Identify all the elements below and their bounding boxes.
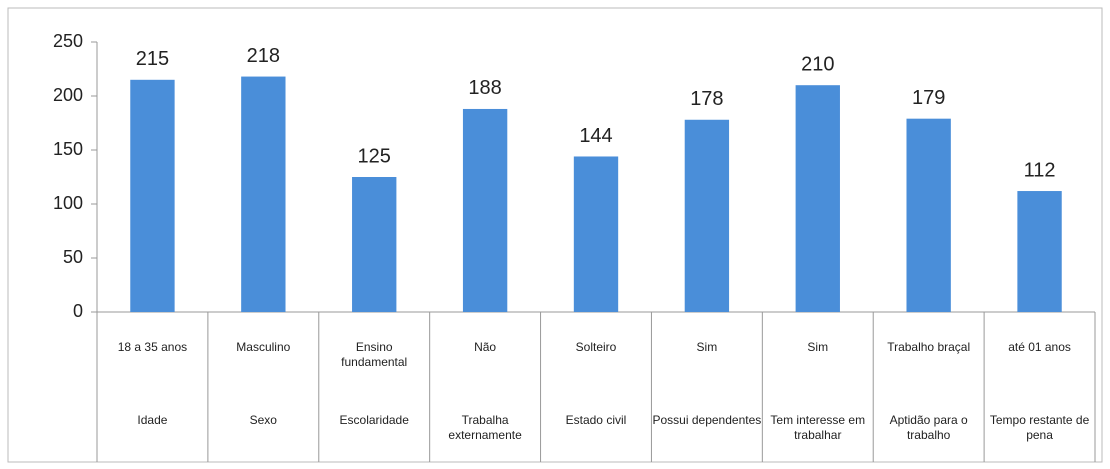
data-label: 144 bbox=[579, 125, 612, 147]
x-group-label: Possui dependentes bbox=[652, 413, 762, 427]
bar bbox=[241, 76, 286, 312]
y-tick-label: 150 bbox=[53, 139, 83, 159]
data-label: 188 bbox=[468, 77, 501, 99]
x-group-label: Aptidão para o trabalho bbox=[889, 413, 968, 442]
y-tick-label: 200 bbox=[53, 85, 83, 105]
y-tick-label: 0 bbox=[73, 301, 83, 321]
bar bbox=[1017, 191, 1062, 312]
x-group-label: Escolaridade bbox=[339, 413, 409, 427]
data-label: 218 bbox=[247, 45, 280, 67]
x-group-label: Sexo bbox=[249, 413, 277, 427]
x-tick-label: Trabalho braçal bbox=[887, 340, 971, 354]
x-tick-label: Sim bbox=[696, 340, 718, 354]
chart-border bbox=[7, 7, 1103, 463]
bar bbox=[573, 156, 619, 312]
data-label: 210 bbox=[801, 53, 834, 75]
data-label: 215 bbox=[136, 48, 169, 70]
bar bbox=[795, 85, 840, 312]
x-tick-label: Masculino bbox=[236, 340, 291, 354]
bar bbox=[906, 118, 951, 313]
x-tick-label: até 01 anos bbox=[1008, 340, 1071, 354]
bar bbox=[684, 119, 730, 312]
bar bbox=[130, 79, 175, 312]
x-tick-label: Sim bbox=[807, 340, 829, 354]
data-label: 112 bbox=[1024, 159, 1056, 181]
x-group-label: Trabalha externamente bbox=[448, 413, 522, 442]
y-tick-label: 50 bbox=[63, 247, 83, 267]
x-group-label: Tempo restante de pena bbox=[989, 413, 1090, 442]
y-tick-label: 250 bbox=[53, 31, 83, 51]
x-tick-label: Não bbox=[474, 340, 497, 354]
data-label: 178 bbox=[690, 88, 723, 110]
x-tick-label: Solteiro bbox=[575, 340, 617, 354]
bar bbox=[352, 177, 397, 312]
x-group-label: Tem interesse em trabalhar bbox=[770, 413, 866, 442]
x-tick-label: Ensino fundamental bbox=[341, 340, 408, 369]
data-label: 179 bbox=[912, 87, 945, 109]
x-group-label: Idade bbox=[137, 413, 168, 427]
x-group-label: Estado civil bbox=[565, 413, 627, 427]
bar bbox=[462, 108, 508, 313]
x-tick-label: 18 a 35 anos bbox=[117, 340, 188, 354]
data-label: 125 bbox=[358, 145, 391, 167]
y-tick-label: 100 bbox=[53, 193, 83, 213]
